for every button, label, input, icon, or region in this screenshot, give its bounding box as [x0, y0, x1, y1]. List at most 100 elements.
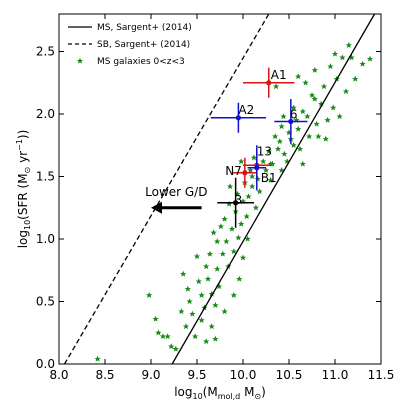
source-point: [288, 118, 294, 125]
ms-galaxy-star: [212, 335, 219, 342]
ms-galaxy-star: [221, 215, 228, 222]
ms-galaxy-star: [330, 104, 337, 111]
ms-galaxy-star: [206, 250, 214, 257]
source-label: 6: [290, 108, 298, 122]
legend-label-galaxies: MS galaxies 0<z<3: [97, 57, 185, 67]
x-tick-label: 10.0: [230, 368, 257, 382]
ms-galaxy-star: [198, 292, 205, 298]
ms-galaxy-star: [352, 75, 359, 82]
ms-galaxy-star: [295, 125, 302, 132]
ms-galaxy-star: [252, 204, 260, 211]
ms-galaxy-star: [184, 285, 191, 292]
source-point: [233, 200, 239, 206]
ms-galaxy-star: [366, 55, 374, 62]
ms-galaxy-star: [245, 193, 252, 200]
ms-galaxy-star: [178, 308, 185, 315]
ms-galaxy-star: [212, 302, 219, 308]
ms-galaxy-star: [272, 133, 279, 140]
ms-galaxy-star: [320, 83, 328, 90]
ms-galaxy-star: [299, 160, 306, 167]
ms-galaxy-star: [195, 278, 202, 285]
ms-galaxy-star: [230, 292, 237, 298]
x-tick-label: 11.0: [322, 368, 349, 382]
ms-galaxy-star: [204, 275, 212, 282]
ms-galaxy-star: [249, 173, 256, 180]
ms-galaxy-star: [315, 133, 322, 140]
ms-galaxy-star: [235, 234, 242, 241]
ms-galaxy-star: [278, 123, 285, 130]
ms-galaxy-star: [152, 315, 159, 322]
ms-galaxy-star: [313, 120, 320, 127]
ms-galaxy-star: [281, 150, 288, 157]
ms-galaxy-star: [339, 54, 346, 61]
ms-galaxy-star: [189, 310, 196, 317]
ms-galaxy-star: [94, 355, 101, 362]
ms-galaxy-star: [146, 292, 153, 298]
ms-galaxy-star: [272, 83, 280, 90]
ms-galaxy-star: [214, 238, 221, 245]
ms-galaxy-star: [336, 113, 343, 120]
plot-frame: [58, 13, 382, 365]
source-label: A1: [271, 68, 287, 82]
source-label: B1: [261, 171, 277, 185]
source-label: 13: [257, 144, 272, 158]
y-tick-label: 1.5: [36, 170, 55, 184]
ms-galaxy-star: [221, 308, 228, 315]
ms-galaxy-star: [327, 63, 334, 70]
ms-galaxy-star: [295, 73, 302, 80]
ms-galaxy-star: [226, 183, 234, 190]
ms-galaxy-star: [186, 298, 193, 305]
source-point: [266, 80, 272, 86]
x-tick-label: 8.5: [95, 368, 114, 382]
x-tick-label: 9.5: [187, 368, 206, 382]
ms-galaxy-star: [304, 113, 311, 120]
ms-galaxy-star: [219, 250, 226, 257]
ms-galaxy-star: [180, 270, 187, 277]
y-tick-label: 0.0: [36, 357, 55, 371]
x-tick-label: 8.0: [49, 368, 68, 382]
ms-galaxy-star: [214, 265, 221, 272]
ms-galaxy-star: [342, 88, 350, 95]
ms-galaxy-star: [193, 253, 201, 260]
ms-galaxy-star: [208, 323, 215, 330]
y-tick-label: 2.0: [36, 107, 55, 121]
legend-label-sb: SB, Sargent+ (2014): [97, 40, 190, 50]
source-points: A1 A2 6 13 N7 B1 3: [210, 67, 308, 228]
ms-galaxy-star: [203, 263, 210, 270]
ms-relation-line: [171, 13, 376, 365]
ms-galaxy-star: [276, 138, 283, 145]
ms-galaxy-star: [331, 50, 339, 57]
ms-galaxy-star: [155, 329, 162, 336]
ms-galaxy-star: [238, 220, 245, 227]
ms-galaxy-star: [322, 135, 329, 142]
ms-galaxy-star: [311, 66, 318, 73]
source-label: 3: [235, 193, 243, 207]
ms-galaxy-star: [210, 229, 217, 236]
ms-galaxy-star: [217, 223, 225, 230]
y-tick-label: 2.5: [36, 45, 55, 59]
legend-star-icon: [76, 57, 84, 64]
ms-galaxy-star: [226, 200, 233, 207]
source-point: [242, 170, 248, 176]
source-point: [235, 115, 241, 121]
ms-galaxy-star: [236, 275, 243, 282]
ms-galaxy-star: [359, 60, 366, 67]
ms-galaxy-star: [182, 323, 190, 330]
x-tick-label: 10.5: [276, 368, 303, 382]
y-tick-label: 0.5: [36, 295, 55, 309]
ms-galaxy-star: [249, 183, 256, 190]
source-label: A2: [238, 103, 254, 117]
ms-galaxy-star: [274, 145, 282, 152]
source-label: N7: [225, 164, 242, 178]
relation-lines: [63, 13, 376, 365]
ms-galaxy-star: [223, 238, 230, 245]
annotation-lower-g-d: Lower G/D: [145, 185, 207, 214]
x-axis-title: log10(Mmol,d M⊙): [174, 385, 266, 401]
ms-galaxy-star: [192, 333, 199, 340]
y-tick-label: 1.0: [36, 232, 55, 246]
annotation-text: Lower G/D: [145, 185, 207, 199]
ms-galaxy-star: [243, 213, 250, 220]
y-axis-title: log10(SFR (M⊙ yr−1)): [15, 130, 32, 249]
ms-galaxy-star: [280, 113, 287, 120]
